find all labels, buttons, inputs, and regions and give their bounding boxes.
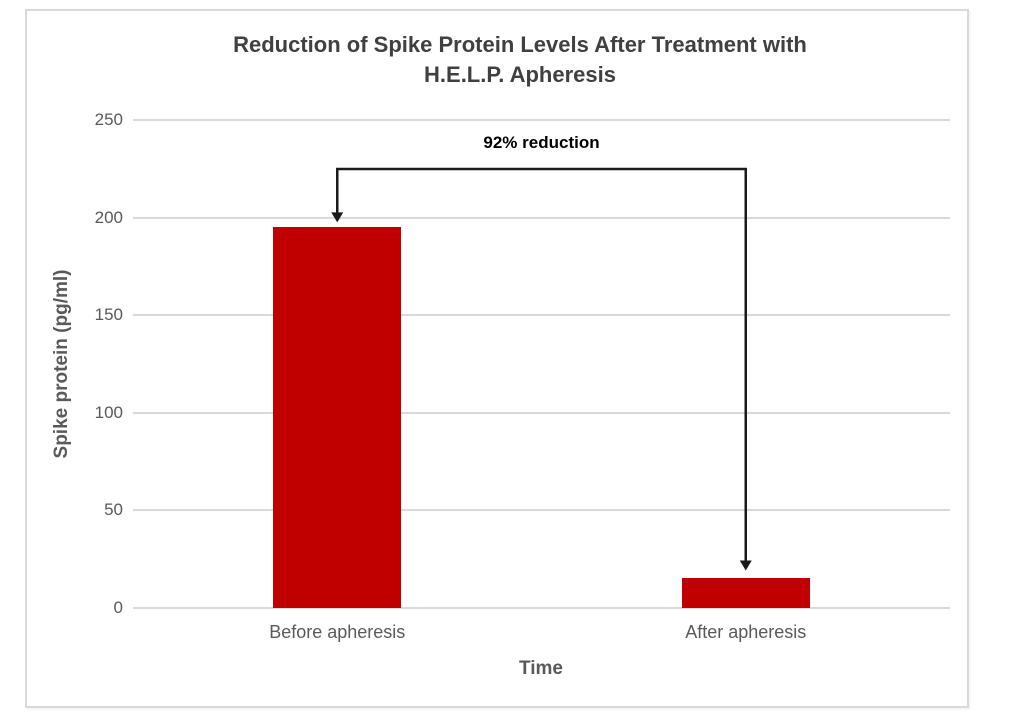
gridline-200 [133,216,950,219]
y-axis-title: Spike protein (pg/ml) [51,269,72,459]
chart-title-line1: Reduction of Spike Protein Levels After … [233,32,807,57]
gridline-50 [133,509,950,512]
y-tick-label-50: 50 [104,500,123,520]
y-tick-label-200: 200 [94,207,123,227]
bar-after-apheresis [681,577,810,608]
gridline-0 [133,607,950,609]
y-tick-label-250: 250 [94,110,123,129]
x-axis-title: Time [518,658,563,679]
y-tick-label-0: 0 [113,598,123,617]
gridline-150 [133,314,950,317]
chart-title-line2: H.E.L.P. Apheresis [424,62,616,87]
gridline-100 [133,411,950,414]
x-category-label-2: After apheresis [685,622,807,642]
y-tick-label-150: 150 [94,305,123,325]
bar-before-apheresis [273,227,402,608]
x-category-label-1: Before apheresis [269,622,406,642]
annotation-label: 92% reduction [483,133,600,152]
gridline-250 [133,119,950,121]
chart-title: Reduction of Spike Protein Levels After … [30,30,1010,90]
y-tick-label-100: 100 [94,402,123,422]
